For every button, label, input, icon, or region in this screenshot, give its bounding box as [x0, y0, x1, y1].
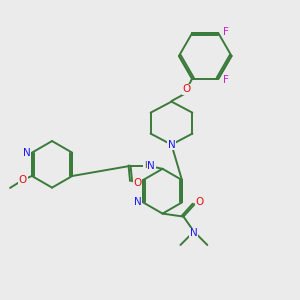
- Text: O: O: [133, 178, 142, 188]
- Text: F: F: [223, 27, 229, 37]
- Text: N: N: [147, 161, 155, 171]
- Text: N: N: [190, 228, 198, 238]
- Text: N: N: [168, 140, 176, 150]
- Text: O: O: [183, 84, 191, 94]
- Text: F: F: [223, 75, 229, 85]
- Text: N: N: [134, 197, 142, 207]
- Text: N: N: [22, 148, 30, 158]
- Text: H: H: [144, 161, 150, 170]
- Text: O: O: [195, 197, 203, 207]
- Text: O: O: [19, 175, 27, 185]
